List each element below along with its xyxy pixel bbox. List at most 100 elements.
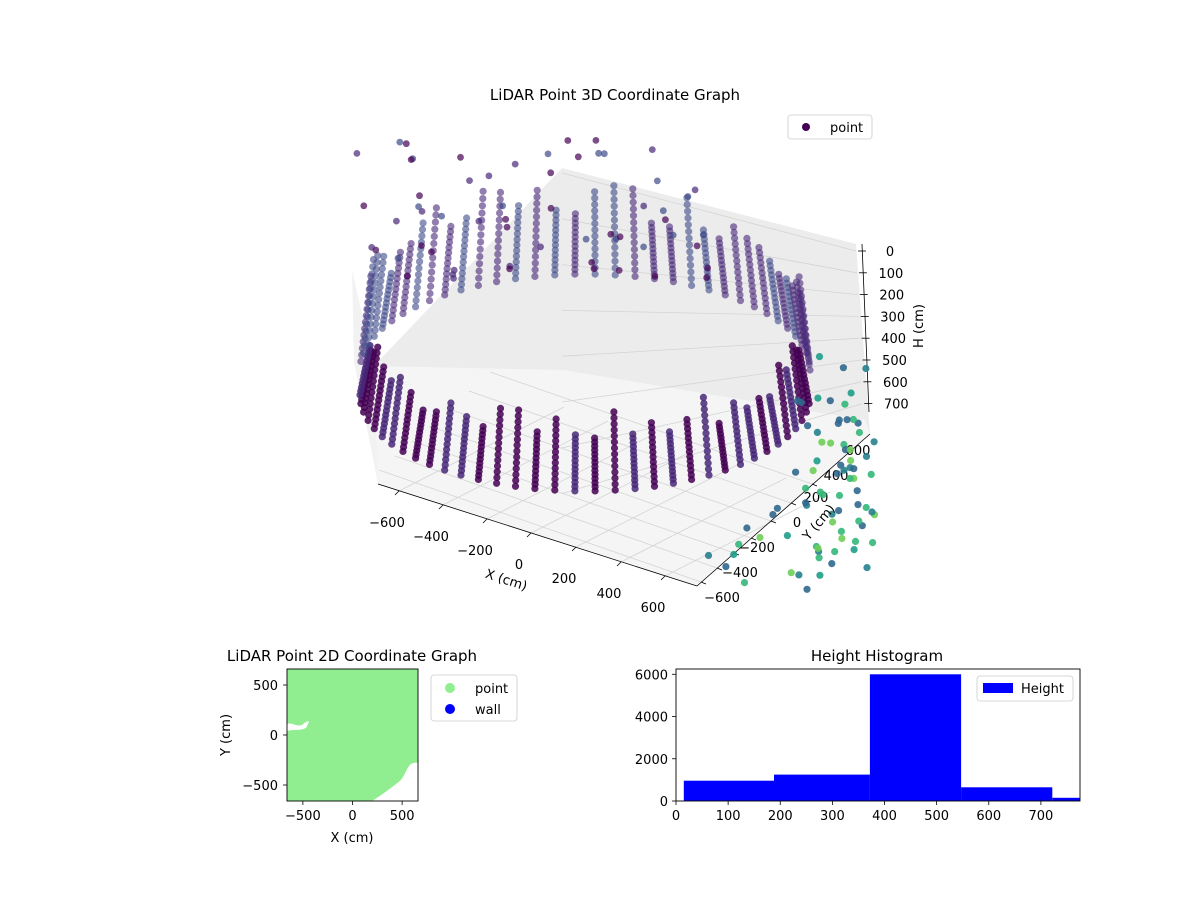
point-3d — [730, 550, 738, 559]
point-3d — [552, 437, 560, 445]
point-3d — [684, 214, 692, 222]
point-3d — [629, 198, 637, 206]
point-3d — [364, 340, 372, 349]
point-3d — [704, 453, 712, 461]
point-3d — [514, 412, 522, 420]
point-3d — [431, 225, 439, 233]
point-3d — [414, 271, 423, 279]
point-3d — [399, 310, 407, 318]
point-3d — [611, 243, 619, 251]
y-ticks-histogram: 0 2000 4000 6000 — [635, 668, 676, 810]
point-3d — [863, 564, 871, 572]
point-3d — [512, 459, 521, 467]
point-3d — [532, 219, 540, 227]
point-3d — [360, 349, 368, 357]
point-3d — [476, 245, 484, 253]
point-3d — [783, 427, 791, 435]
point-3d — [611, 462, 619, 470]
point-3d — [745, 250, 753, 258]
point-3d — [610, 414, 618, 422]
point-3d — [388, 440, 396, 448]
point-3d — [407, 156, 415, 164]
point-3d — [611, 250, 619, 258]
point-3d — [551, 448, 560, 456]
point-3d — [377, 277, 385, 285]
point-3d — [512, 252, 521, 260]
legend-2d-point-label: point — [475, 682, 508, 697]
plot-3d: LiDAR Point 3D Coordinate Graph −600 −400… — [352, 86, 927, 616]
point-3d — [438, 212, 445, 220]
point-3d — [795, 273, 803, 281]
point-3d — [862, 452, 871, 460]
point-3d — [847, 456, 855, 465]
point-3d — [813, 457, 821, 465]
point-3d — [430, 239, 438, 248]
point-3d — [838, 534, 846, 543]
point-3d — [796, 279, 804, 287]
point-3d — [833, 470, 841, 478]
point-3d — [691, 186, 699, 194]
histogram: Height Histogram 0 100 200 300 400 500 600 700 … — [635, 647, 1081, 824]
point-3d — [828, 510, 836, 518]
point-3d — [375, 289, 383, 297]
point-3d — [412, 303, 420, 311]
point-3d — [419, 219, 427, 227]
point-3d — [862, 503, 870, 512]
point-3d — [837, 527, 846, 536]
point-3d — [551, 266, 559, 274]
point-3d — [368, 244, 376, 251]
point-3d — [493, 462, 502, 470]
y-axis-line — [696, 433, 871, 587]
point-3d — [427, 275, 435, 283]
point-3d — [747, 276, 756, 285]
point-3d — [802, 331, 810, 339]
point-3d — [734, 268, 742, 276]
y-tick-3d — [716, 567, 723, 571]
point-3d — [533, 186, 541, 194]
point-3d — [800, 318, 809, 326]
x-tick-label-3d: −400 — [413, 530, 449, 545]
point-3d — [380, 252, 388, 260]
point-3d — [669, 231, 677, 239]
point-3d — [394, 254, 402, 262]
point-3d — [405, 256, 413, 264]
histogram-bar — [774, 774, 870, 801]
point-3d — [702, 435, 711, 443]
point-3d — [414, 277, 422, 285]
point-3d — [795, 571, 803, 579]
point-3d — [693, 242, 701, 250]
point-3d — [512, 476, 520, 484]
point-3d — [564, 137, 572, 144]
point-3d — [370, 286, 378, 294]
point-3d — [803, 585, 811, 593]
point-3d — [804, 422, 812, 430]
point-3d — [683, 201, 691, 209]
point-3d — [591, 270, 599, 278]
point-3d — [412, 454, 420, 462]
point-3d — [506, 265, 513, 273]
point-3d — [610, 420, 618, 428]
point-3d — [547, 204, 555, 212]
point-3d — [461, 231, 469, 239]
point-3d — [514, 224, 522, 232]
point-3d — [475, 260, 484, 268]
point-3d — [474, 475, 482, 484]
point-3d — [390, 301, 398, 309]
point-3d — [651, 273, 659, 280]
point-3d — [496, 188, 505, 196]
legend-histogram: Height — [976, 675, 1074, 702]
point-3d — [610, 216, 619, 224]
x-tick-label-histogram: 300 — [820, 809, 845, 824]
point-3d — [813, 428, 822, 436]
point-3d — [416, 192, 423, 200]
point-3d — [413, 283, 421, 292]
point-3d — [374, 343, 382, 351]
point-3d — [396, 248, 404, 256]
point-3d — [704, 551, 713, 560]
point-3d — [669, 479, 678, 487]
point-3d — [430, 232, 438, 240]
point-3d — [365, 334, 373, 342]
point-3d — [610, 408, 618, 416]
point-3d — [571, 487, 579, 495]
point-3d — [495, 439, 503, 447]
